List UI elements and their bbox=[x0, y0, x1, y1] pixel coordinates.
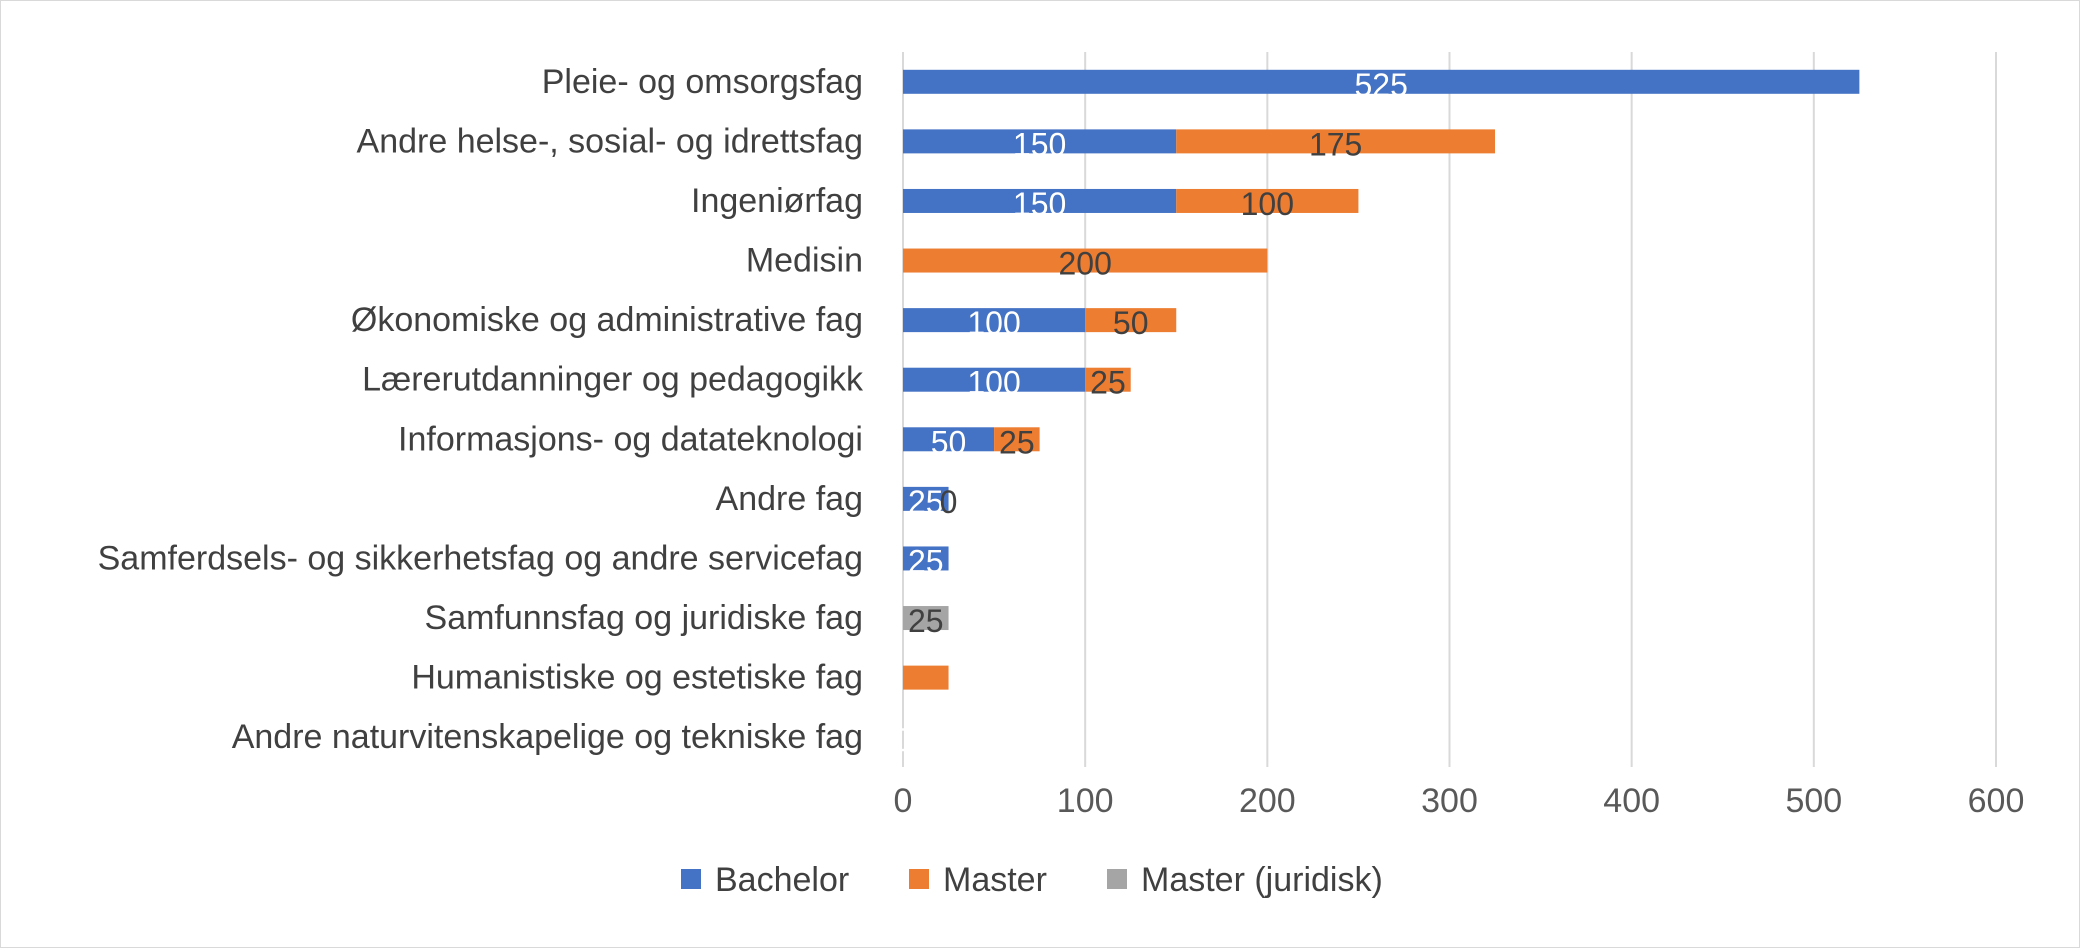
bar-master-juridisk bbox=[903, 606, 949, 631]
bar-bachelor bbox=[903, 69, 1860, 94]
x-axis-ticks: 0 100 200 300 400 500 600 bbox=[894, 782, 2025, 820]
bar-bachelor bbox=[903, 129, 1177, 154]
data-label: 150 bbox=[1013, 126, 1066, 162]
category-label: Samferdsels- og sikkerhetsfag og andre s… bbox=[98, 539, 863, 577]
data-label: 50 bbox=[1113, 305, 1149, 341]
bar-master bbox=[1085, 308, 1177, 333]
bar-master bbox=[1176, 188, 1359, 213]
bar-master bbox=[1176, 129, 1496, 154]
data-label: 100 bbox=[967, 365, 1020, 401]
category-label: Humanistiske og estetiske fag bbox=[411, 659, 863, 697]
category-label: Pleie- og omsorgsfag bbox=[542, 63, 863, 101]
data-label: 25 bbox=[1090, 365, 1126, 401]
legend-swatch bbox=[909, 869, 929, 889]
category-labels: Pleie- og omsorgsfag Andre helse-, sosial… bbox=[98, 63, 864, 756]
category-label: Økonomiske og administrative fag bbox=[351, 301, 863, 339]
gridlines bbox=[902, 52, 1997, 767]
bar-master bbox=[1085, 367, 1131, 392]
bar-master bbox=[994, 427, 1040, 452]
x-tick-label: 100 bbox=[1057, 782, 1114, 820]
category-label: Medisin bbox=[746, 242, 863, 280]
bar-bachelor bbox=[903, 188, 1177, 213]
bar-bachelor bbox=[903, 308, 1086, 333]
data-label: 25 bbox=[908, 603, 944, 639]
bars bbox=[903, 69, 1860, 690]
data-label: 50 bbox=[931, 424, 967, 460]
category-label: Informasjons- og datateknologi bbox=[398, 420, 863, 458]
data-label: 100 bbox=[1241, 186, 1294, 222]
bar-bachelor bbox=[903, 367, 1086, 392]
data-label: 0 bbox=[940, 484, 958, 520]
x-tick-label: 200 bbox=[1239, 782, 1296, 820]
bar-master bbox=[903, 665, 949, 690]
data-label: 200 bbox=[1058, 246, 1111, 282]
data-label: 0 bbox=[894, 722, 912, 758]
legend-label: Master (juridisk) bbox=[1141, 861, 1383, 899]
legend-label: Master bbox=[943, 861, 1047, 899]
category-label: Andre helse-, sosial- og idrettsfag bbox=[357, 122, 863, 160]
legend: Bachelor Master Master (juridisk) bbox=[681, 861, 1383, 899]
bar-bachelor bbox=[903, 486, 949, 511]
bar-bachelor bbox=[903, 427, 995, 452]
data-label: 175 bbox=[1309, 126, 1362, 162]
bar-master bbox=[903, 248, 1268, 273]
x-tick-label: 600 bbox=[1968, 782, 2025, 820]
x-tick-label: 0 bbox=[894, 782, 913, 820]
data-label: 100 bbox=[967, 305, 1020, 341]
category-label: Andre naturvitenskapelige og tekniske fa… bbox=[232, 718, 863, 756]
data-label: 25 bbox=[999, 424, 1035, 460]
bar-bachelor bbox=[903, 546, 949, 571]
x-tick-label: 500 bbox=[1785, 782, 1842, 820]
x-tick-label: 300 bbox=[1421, 782, 1478, 820]
legend-swatch bbox=[1107, 869, 1127, 889]
data-label: 25 bbox=[908, 484, 944, 520]
x-tick-label: 400 bbox=[1603, 782, 1660, 820]
data-label: 150 bbox=[1013, 186, 1066, 222]
legend-swatch bbox=[681, 869, 701, 889]
data-label: 525 bbox=[1354, 67, 1407, 103]
legend-label: Bachelor bbox=[715, 861, 849, 899]
category-label: Samfunnsfag og juridiske fag bbox=[425, 599, 863, 637]
category-label: Ingeniørfag bbox=[691, 182, 863, 220]
data-label: 25 bbox=[908, 543, 944, 579]
category-label: Andre fag bbox=[716, 480, 863, 518]
category-label: Lærerutdanninger og pedagogikk bbox=[362, 361, 864, 399]
